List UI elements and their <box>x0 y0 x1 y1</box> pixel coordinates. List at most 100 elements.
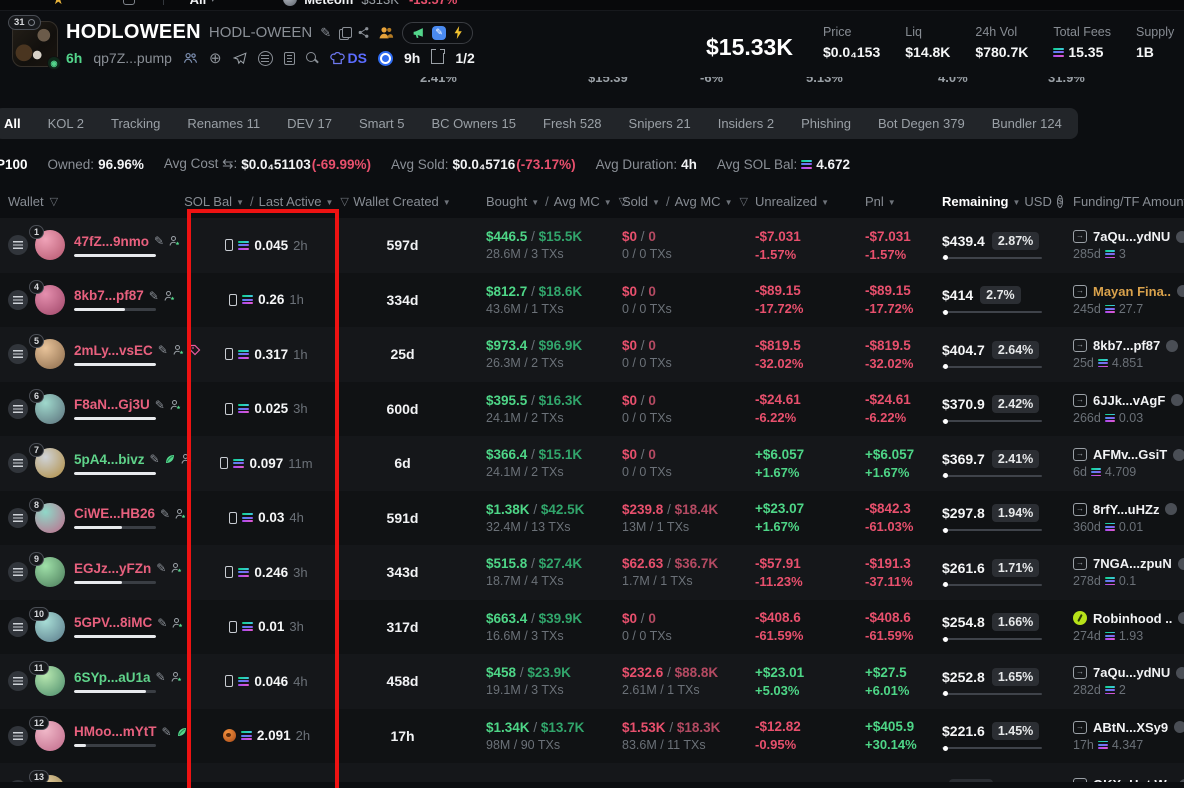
edit-icon[interactable]: ✎ <box>148 288 159 303</box>
wallet-address-link[interactable]: HMoo...mYtT <box>74 724 157 740</box>
table-row[interactable]: 8 CiWE...HB26 ✎ 0.03 4h 591d $1.38K / $4… <box>0 490 1184 545</box>
funding-copy-icon[interactable] <box>1177 557 1184 570</box>
follow-wallet-icon[interactable] <box>169 399 182 411</box>
table-row[interactable]: 10 5GPV...8iMC ✎ 0.01 3h 317d $663.4 / $… <box>0 599 1184 654</box>
favorites-star-icon[interactable]: ★ <box>52 0 65 8</box>
contract-address[interactable]: qp7Z...pump <box>93 50 172 66</box>
funding-source[interactable]: Robinhood .. <box>1093 610 1173 626</box>
edit-icon[interactable]: ✎ <box>157 615 168 630</box>
funding-source[interactable]: OKX: Hot W.. <box>1093 777 1173 782</box>
wallet-address-link[interactable]: 2mLy...vsEC <box>74 342 153 358</box>
follow-wallet-icon[interactable] <box>163 290 176 302</box>
col-sol-bal[interactable]: SOL Bal ▼ / Last Active ▼ ▽ <box>184 193 349 209</box>
funding-copy-icon[interactable] <box>1176 666 1184 679</box>
wallet-address-link[interactable]: CiWE...HB26 <box>74 506 156 522</box>
share-icon[interactable] <box>357 26 370 39</box>
row-menu-button[interactable] <box>8 507 28 528</box>
layout-icon[interactable] <box>122 0 135 5</box>
follow-wallet-icon[interactable] <box>170 562 183 574</box>
blue-ring-icon[interactable] <box>377 50 393 66</box>
table-row[interactable]: 6 F8aN...Gj3U ✎ 0.025 3h 600d $395.5 / $… <box>0 381 1184 436</box>
lightning-icon[interactable] <box>454 26 462 39</box>
wallet-address-link[interactable]: 6SYp...aU1a <box>74 669 151 685</box>
funding-copy-icon[interactable] <box>1176 230 1184 243</box>
tab-bundler-124[interactable]: Bundler 124 <box>991 116 1062 131</box>
table-row[interactable]: 9 EGJz...yFZn ✎ 0.246 3h 343d $515.8 / $… <box>0 545 1184 600</box>
tab-snipers-21[interactable]: Snipers 21 <box>628 116 691 131</box>
filter-dropdown[interactable]: All <box>190 0 207 7</box>
row-menu-button[interactable] <box>8 453 28 474</box>
edit-icon[interactable]: ✎ <box>155 670 166 685</box>
col-bought[interactable]: Bought ▼ / Avg MC ▼ ▽ <box>486 193 628 209</box>
follow-wallet-icon[interactable] <box>171 617 184 629</box>
funding-copy-icon[interactable] <box>1174 721 1184 734</box>
copy-icon[interactable] <box>339 27 353 40</box>
funding-copy-icon[interactable] <box>1173 448 1184 461</box>
row-menu-button[interactable] <box>8 616 28 637</box>
telegram-icon[interactable] <box>232 51 247 65</box>
col-created[interactable]: Wallet Created ▼ <box>353 193 451 209</box>
currency-toggle-icon[interactable]: $ <box>1056 194 1064 208</box>
table-row[interactable]: 12 HMoo...mYtT ✎ 2.091 2h 17h $1.34K / $… <box>0 708 1184 763</box>
list-circle-icon[interactable] <box>257 50 273 66</box>
col-remaining[interactable]: Remaining ▼ USD $ <box>942 193 1064 209</box>
funding-copy-icon[interactable] <box>1178 612 1184 625</box>
row-menu-button[interactable] <box>8 235 28 256</box>
holders-duo-icon[interactable] <box>378 26 394 39</box>
table-row[interactable]: 4 8kb7...pf87 ✎ 0.26 1h 334d $812.7 / $1… <box>0 272 1184 327</box>
filter-funnel-icon[interactable]: ▽ <box>739 195 748 208</box>
row-menu-button[interactable] <box>8 398 28 419</box>
funding-source[interactable]: AFMv...GsiT <box>1093 447 1168 463</box>
website-globe-icon[interactable]: ⊕ <box>208 50 222 67</box>
tab-smart-5[interactable]: Smart 5 <box>358 116 405 131</box>
megaphone-icon[interactable] <box>412 27 425 39</box>
col-sold[interactable]: Sold ▼ / Avg MC ▼ ▽ <box>622 193 748 209</box>
col-funding[interactable]: Funding/TF Amount <box>1073 193 1184 209</box>
filter-funnel-icon[interactable]: ▽ <box>340 195 349 208</box>
table-row[interactable]: 11 6SYp...aU1a ✎ 0.046 4h 458d $458 / $2… <box>0 654 1184 709</box>
edit-icon[interactable]: ✎ <box>154 234 165 249</box>
funding-copy-icon[interactable] <box>1177 285 1184 298</box>
tab-bc-owners-15[interactable]: BC Owners 15 <box>431 116 516 131</box>
filter-funnel-icon[interactable]: ▽ <box>49 195 59 208</box>
tab-fresh-528[interactable]: Fresh 528 <box>543 116 602 131</box>
follow-wallet-icon[interactable] <box>168 235 181 247</box>
funding-source[interactable]: 8kb7...pf87 <box>1093 338 1161 354</box>
tab-all[interactable]: All <box>4 116 21 131</box>
wallet-address-link[interactable]: F8aN...Gj3U <box>74 397 150 413</box>
row-menu-button[interactable] <box>8 671 28 692</box>
edit-icon[interactable]: ✎ <box>157 343 168 358</box>
row-menu-button[interactable] <box>8 562 28 583</box>
funding-copy-icon[interactable] <box>1165 503 1178 516</box>
row-menu-button[interactable] <box>8 289 28 310</box>
tab-insiders-2[interactable]: Insiders 2 <box>717 116 775 131</box>
col-wallet[interactable]: Wallet ▽ <box>8 193 59 209</box>
tab-tracking[interactable]: Tracking <box>111 116 161 131</box>
ticker-token-name[interactable]: Meteom <box>304 0 353 7</box>
wallet-address-link[interactable]: 5pA4...bivz <box>74 451 145 467</box>
funding-source[interactable]: 6JJk...vAgF <box>1093 392 1166 408</box>
edit-icon[interactable]: ✎ <box>160 506 171 521</box>
edit-icon[interactable]: ✎ <box>154 397 165 412</box>
row-menu-button[interactable] <box>8 725 28 746</box>
token-logo[interactable]: 31 ◉ <box>8 15 61 70</box>
funding-source[interactable]: 8rfY...uHZz <box>1093 501 1160 517</box>
wallet-address-link[interactable]: 47fZ...9nmo <box>74 233 150 249</box>
funding-source[interactable]: Mayan Fina.. <box>1093 283 1172 299</box>
table-row[interactable]: 5 2mLy...vsEC ✎ 0.317 1h 25d $973.4 / $9… <box>0 327 1184 382</box>
edit-icon[interactable]: ✎ <box>149 452 160 467</box>
table-row[interactable]: 13 $206.9 / $14.1K $0 / 0 +$16.7 <box>0 763 1184 782</box>
edit-icon[interactable]: ✎ <box>156 561 167 576</box>
col-unrealized[interactable]: Unrealized ▼ <box>755 193 830 209</box>
tab-dev-17[interactable]: DEV 17 <box>287 116 332 131</box>
edit-icon[interactable]: ✎ <box>161 724 172 739</box>
row-menu-button[interactable] <box>8 780 28 782</box>
table-row[interactable]: 1 47fZ...9nmo ✎ 0.045 2h 597d $446.5 / $… <box>0 218 1184 273</box>
funding-source[interactable]: 7aQu...ydNU <box>1093 229 1171 245</box>
filter-funnel-icon[interactable]: ▽ <box>618 195 628 208</box>
funding-copy-icon[interactable] <box>1171 394 1184 407</box>
tab-renames-11[interactable]: Renames 11 <box>187 116 261 131</box>
table-row[interactable]: 7 5pA4...bivz ✎ 0.097 11m 6d $366.4 / $1… <box>0 436 1184 491</box>
ds-link[interactable]: DS <box>329 50 367 66</box>
search-icon[interactable] <box>305 51 319 65</box>
